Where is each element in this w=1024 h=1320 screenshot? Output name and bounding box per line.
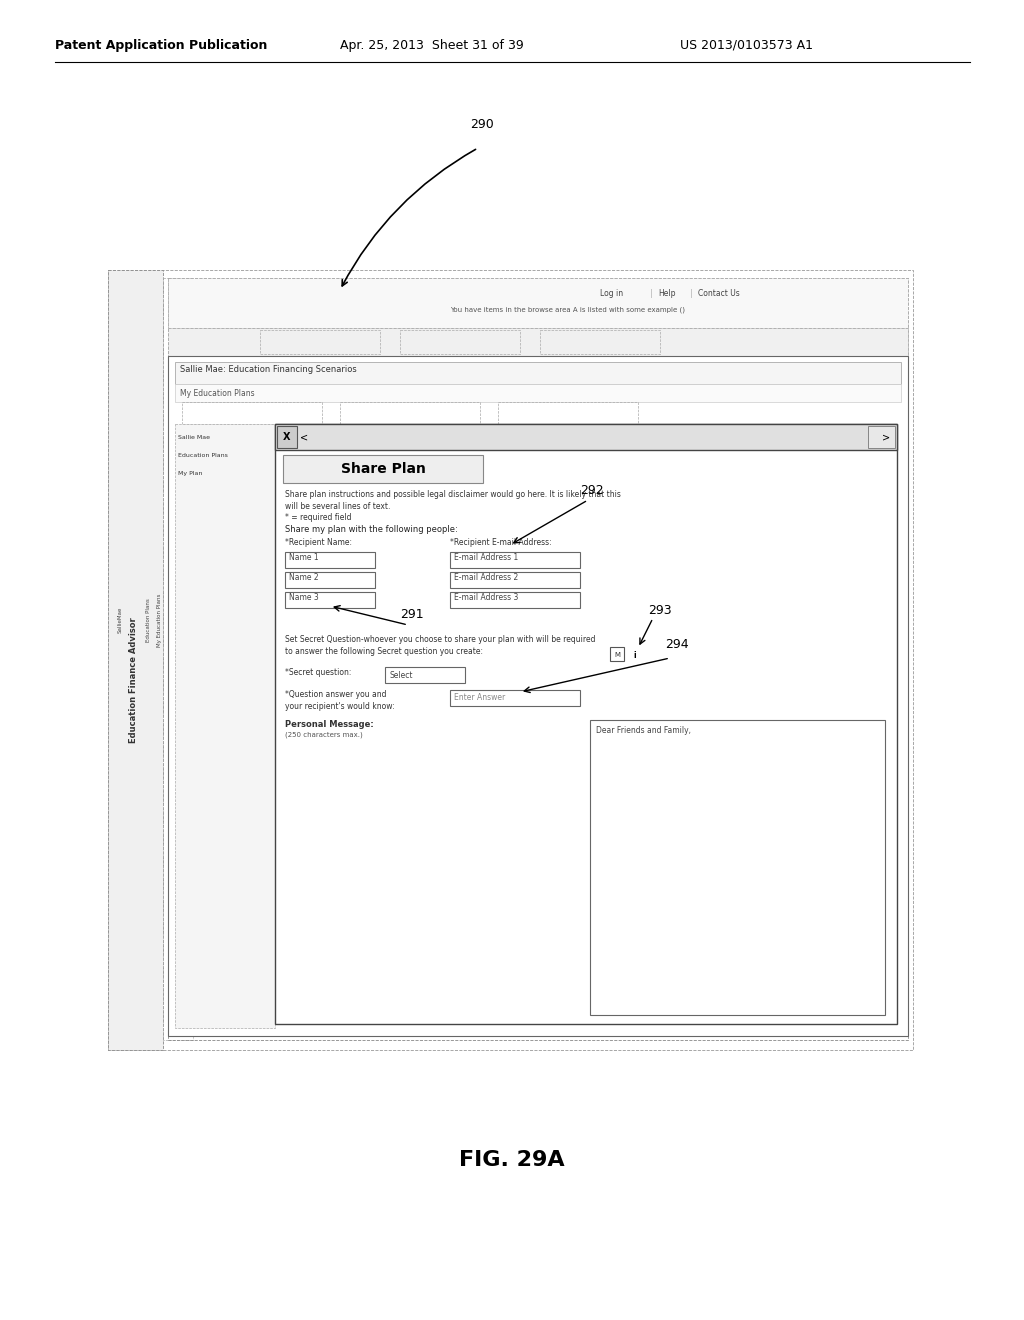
Text: Share my plan with the following people:: Share my plan with the following people:	[285, 525, 458, 535]
Text: Set Secret Question-whoever you choose to share your plan with will be required: Set Secret Question-whoever you choose t…	[285, 635, 596, 644]
Text: <: <	[300, 432, 308, 442]
Bar	[275, 424, 897, 1024]
Bar	[168, 327, 908, 356]
Text: *Recipient Name:: *Recipient Name:	[285, 539, 352, 546]
Text: Personal Message:: Personal Message:	[285, 719, 374, 729]
Text: |: |	[650, 289, 652, 297]
Bar	[168, 356, 908, 1036]
Text: E-mail Address 2: E-mail Address 2	[454, 573, 518, 582]
Bar	[450, 552, 580, 568]
Text: |: |	[690, 289, 692, 297]
Bar	[610, 647, 624, 661]
Text: E-mail Address 1: E-mail Address 1	[454, 553, 518, 562]
Text: 292: 292	[580, 483, 603, 496]
Text: 291: 291	[400, 609, 424, 622]
Bar	[450, 572, 580, 587]
Text: Select: Select	[389, 671, 413, 680]
Bar	[175, 362, 901, 384]
Text: E-mail Address 3: E-mail Address 3	[454, 594, 518, 602]
Text: 290: 290	[470, 119, 494, 132]
Text: Dear Friends and Family,: Dear Friends and Family,	[596, 726, 691, 735]
Text: (250 characters max.): (250 characters max.)	[285, 733, 362, 738]
Bar	[340, 403, 480, 424]
Text: My Plan: My Plan	[178, 471, 203, 477]
Text: You have items in the browse area A is listed with some example (): You have items in the browse area A is l…	[450, 306, 685, 313]
Bar	[450, 591, 580, 609]
Text: Contact Us: Contact Us	[698, 289, 739, 297]
Bar	[163, 279, 193, 1040]
Text: Name 3: Name 3	[289, 594, 318, 602]
Text: Share Plan: Share Plan	[341, 462, 425, 477]
Text: SallieMae: SallieMae	[118, 607, 123, 634]
Text: *Secret question:: *Secret question:	[285, 668, 351, 677]
Text: Log in: Log in	[600, 289, 624, 297]
Text: *Recipient E-mail Address:: *Recipient E-mail Address:	[450, 539, 552, 546]
Bar	[278, 426, 297, 447]
Bar	[285, 572, 375, 587]
Text: Apr. 25, 2013  Sheet 31 of 39: Apr. 25, 2013 Sheet 31 of 39	[340, 38, 523, 51]
Bar	[175, 424, 275, 1028]
Bar	[285, 591, 375, 609]
Bar	[260, 330, 380, 354]
Text: * = required field: * = required field	[285, 513, 351, 521]
Bar	[275, 424, 897, 450]
Bar	[283, 455, 483, 483]
Text: M: M	[614, 652, 620, 657]
Text: will be several lines of text.: will be several lines of text.	[285, 502, 390, 511]
Text: Share plan instructions and possible legal disclaimer would go here. It is likel: Share plan instructions and possible leg…	[285, 490, 621, 499]
Bar	[868, 426, 895, 447]
Text: >: >	[882, 432, 890, 442]
Bar	[108, 271, 913, 1049]
Text: FIG. 29A: FIG. 29A	[459, 1150, 565, 1170]
Bar	[285, 552, 375, 568]
Bar	[450, 690, 580, 706]
Text: Name 2: Name 2	[289, 573, 318, 582]
Bar	[385, 667, 465, 682]
Bar	[590, 719, 885, 1015]
Text: *Question answer you and: *Question answer you and	[285, 690, 386, 700]
Bar	[108, 271, 163, 1049]
Text: your recipient's would know:: your recipient's would know:	[285, 702, 394, 711]
Text: My Education Plans: My Education Plans	[180, 388, 255, 397]
Text: Sallie Mae: Sallie Mae	[178, 436, 210, 440]
Text: My Education Plans: My Education Plans	[158, 593, 163, 647]
Text: X: X	[284, 432, 291, 442]
Text: Education Plans: Education Plans	[178, 453, 228, 458]
Text: Patent Application Publication: Patent Application Publication	[55, 38, 267, 51]
Text: US 2013/0103573 A1: US 2013/0103573 A1	[680, 38, 813, 51]
Text: i: i	[634, 651, 636, 660]
Text: 294: 294	[665, 639, 688, 652]
Bar	[400, 330, 520, 354]
Text: Education Plans: Education Plans	[145, 598, 151, 642]
Text: Name 1: Name 1	[289, 553, 318, 562]
Text: Education Finance Advisor: Education Finance Advisor	[128, 618, 137, 743]
Text: Sallie Mae: Education Financing Scenarios: Sallie Mae: Education Financing Scenario…	[180, 366, 356, 375]
Bar	[540, 330, 660, 354]
Bar	[182, 403, 322, 424]
Text: Enter Answer: Enter Answer	[454, 693, 505, 702]
Bar	[175, 384, 901, 403]
Text: Help: Help	[658, 289, 676, 297]
Bar	[498, 403, 638, 424]
Text: to answer the following Secret question you create:: to answer the following Secret question …	[285, 647, 483, 656]
Bar	[168, 279, 908, 1040]
Bar	[168, 279, 908, 327]
Text: 293: 293	[648, 603, 672, 616]
